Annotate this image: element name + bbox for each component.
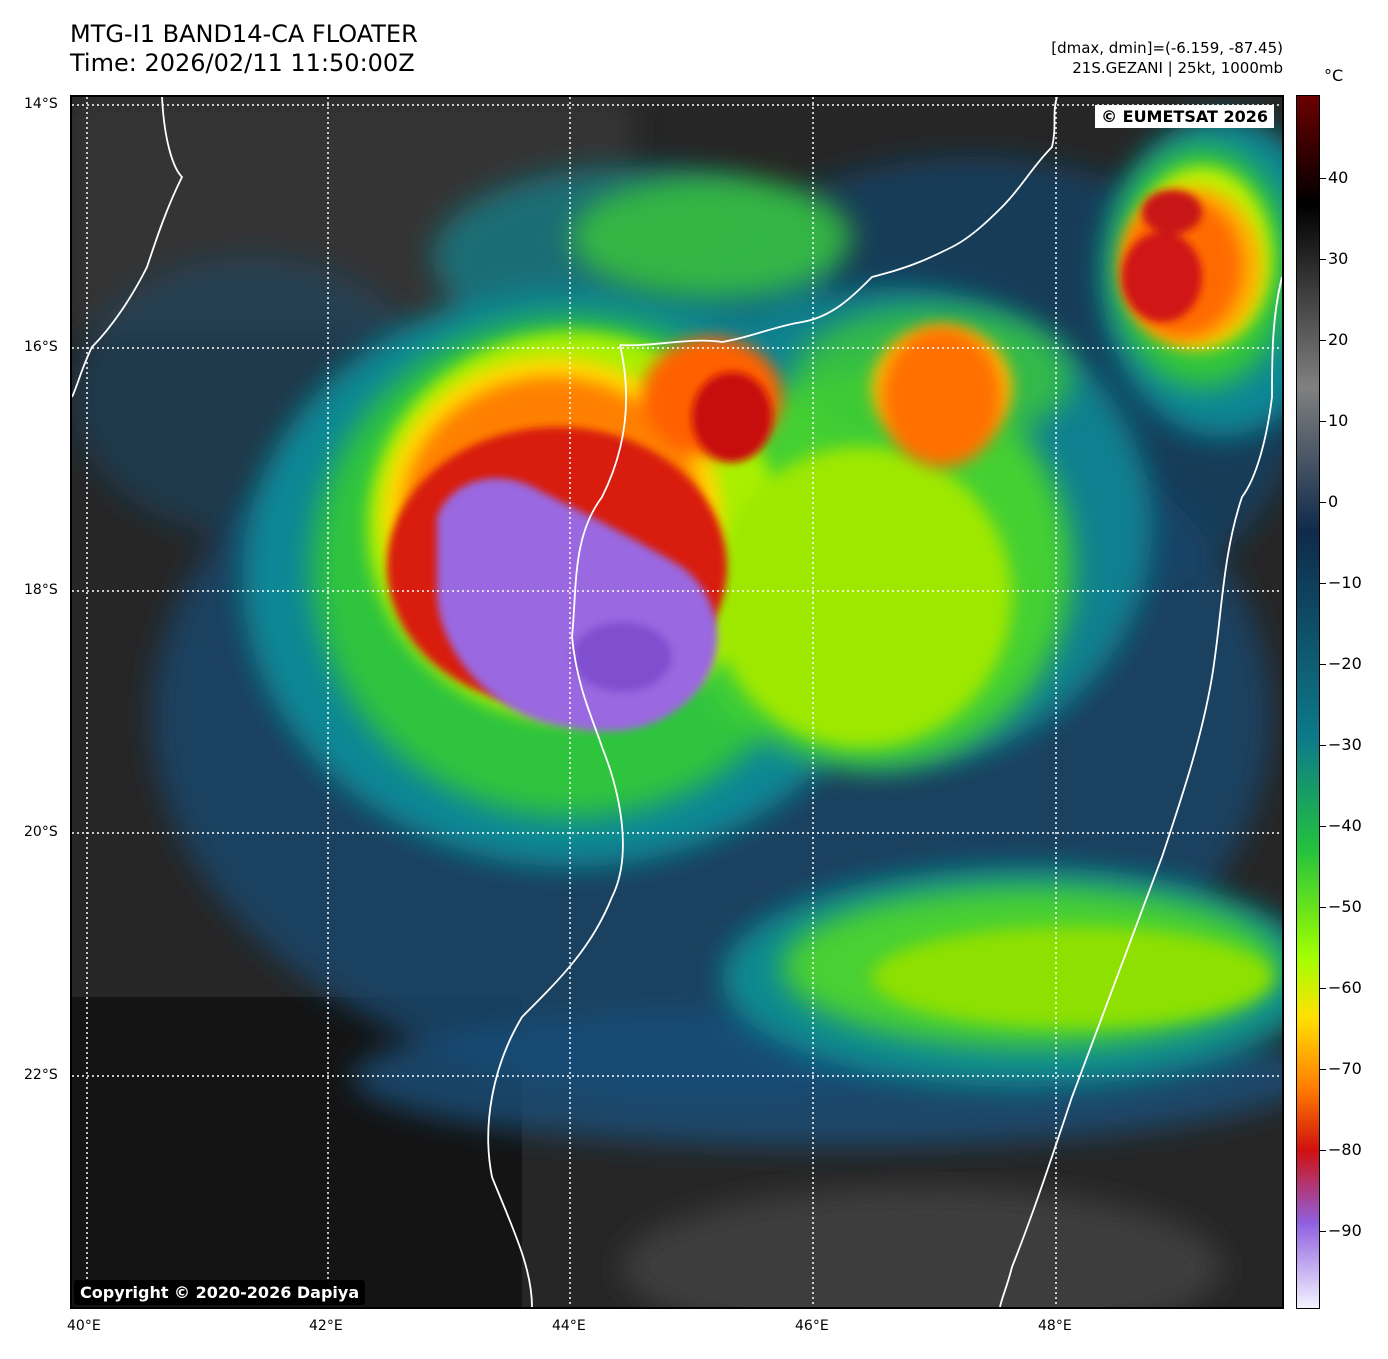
colorbar-tick-mark	[1320, 421, 1326, 422]
lon-label-42e: 42°E	[309, 1318, 343, 1334]
lat-label-14s: 14°S	[24, 96, 58, 112]
lat-label-16s: 16°S	[24, 339, 58, 355]
satellite-image-panel[interactable]: © EUMETSAT 2026 Copyright © 2020-2026 Da…	[70, 95, 1284, 1309]
lon-label-40e: 40°E	[67, 1318, 101, 1334]
lat-label-22s: 22°S	[24, 1067, 58, 1083]
colorbar-tick-mark	[1320, 1231, 1326, 1232]
lon-label-44e: 44°E	[552, 1318, 586, 1334]
meta-storm: 21S.GEZANI | 25kt, 1000mb	[1072, 59, 1283, 77]
colorbar-tick-label: −40	[1328, 816, 1362, 835]
colorbar	[1296, 95, 1320, 1309]
colorbar-tick-label: −30	[1328, 735, 1362, 754]
title-product: MTG-I1 BAND14-CA FLOATER	[70, 20, 418, 48]
colorbar-tick-label: −20	[1328, 654, 1362, 673]
colorbar-tick-mark	[1320, 745, 1326, 746]
colorbar-tick-label: −90	[1328, 1221, 1362, 1240]
colorbar-tick-label: −80	[1328, 1140, 1362, 1159]
coastlines	[72, 97, 1282, 1307]
colorbar-tick-mark	[1320, 340, 1326, 341]
colorbar-tick-mark	[1320, 178, 1326, 179]
colorbar-tick-label: 30	[1328, 249, 1349, 268]
graticule	[72, 97, 1282, 1307]
colorbar-tick-label: −70	[1328, 1059, 1362, 1078]
colorbar-tick-mark	[1320, 583, 1326, 584]
eumetsat-badge: © EUMETSAT 2026	[1095, 105, 1274, 128]
colorbar-tick-mark	[1320, 664, 1326, 665]
copyright-badge: Copyright © 2020-2026 Dapiya	[74, 1280, 366, 1305]
colorbar-tick-mark	[1320, 826, 1326, 827]
lat-label-18s: 18°S	[24, 582, 58, 598]
colorbar-tick-mark	[1320, 259, 1326, 260]
colorbar-tick-mark	[1320, 1069, 1326, 1070]
colorbar-tick-mark	[1320, 907, 1326, 908]
colorbar-tick-label: −60	[1328, 978, 1362, 997]
colorbar-tick-label: 0	[1328, 492, 1339, 511]
colorbar-tick-mark	[1320, 1150, 1326, 1151]
colorbar-tick-label: 40	[1328, 168, 1349, 187]
colorbar-tick-label: 20	[1328, 330, 1349, 349]
lat-label-20s: 20°S	[24, 824, 58, 840]
colorbar-unit: °C	[1324, 66, 1344, 85]
colorbar-tick-label: −10	[1328, 573, 1362, 592]
colorbar-tick-label: −50	[1328, 897, 1362, 916]
title-time: Time: 2026/02/11 11:50:00Z	[70, 49, 415, 77]
meta-range: [dmax, dmin]=(-6.159, -87.45)	[1051, 39, 1283, 57]
lon-label-48e: 48°E	[1038, 1318, 1072, 1334]
figure-title: MTG-I1 BAND14-CA FLOATER Time: 2026/02/1…	[70, 20, 418, 78]
lon-label-46e: 46°E	[795, 1318, 829, 1334]
colorbar-tick-label: 10	[1328, 411, 1349, 430]
figure-meta: [dmax, dmin]=(-6.159, -87.45) 21S.GEZANI…	[1051, 38, 1283, 78]
colorbar-tick-mark	[1320, 502, 1326, 503]
satellite-imagery	[72, 97, 1282, 1307]
cloud-purple-core	[437, 478, 718, 732]
colorbar-tick-mark	[1320, 988, 1326, 989]
